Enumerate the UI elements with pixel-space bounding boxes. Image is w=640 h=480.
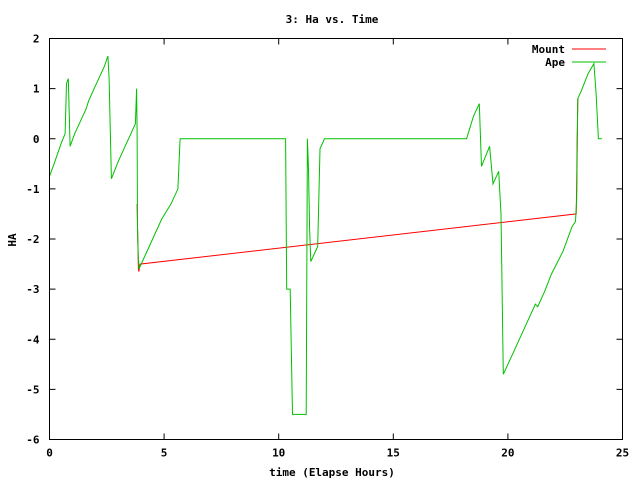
y-tick-label: 0 xyxy=(33,133,40,146)
y-tick-label: 1 xyxy=(33,83,40,96)
x-tick-label: 15 xyxy=(387,447,400,460)
x-tick-label: 20 xyxy=(501,447,514,460)
series-layer xyxy=(49,55,602,415)
x-tick-label: 0 xyxy=(46,447,53,460)
plot-frame xyxy=(49,38,623,440)
y-tick-label: -6 xyxy=(26,434,40,447)
x-tick-label: 10 xyxy=(272,447,285,460)
y-tick-label: -3 xyxy=(26,283,39,296)
legend-label: Ape xyxy=(545,56,565,69)
y-tick-label: -2 xyxy=(26,233,39,246)
x-tick-label: 5 xyxy=(161,447,168,460)
y-tick-label: 2 xyxy=(33,33,40,46)
chart-title: 3: Ha vs. Time xyxy=(286,13,379,26)
series-line-ape xyxy=(49,55,602,415)
y-tick-label: -1 xyxy=(26,183,40,196)
y-tick-label: -5 xyxy=(26,383,39,396)
series-line-mount xyxy=(136,98,579,272)
y-tick-label: -4 xyxy=(26,333,40,346)
axis-ticks: 0 5 10 15 20 25 -6 -5 -4 -3 -2 -1 0 1 2 xyxy=(26,33,629,460)
x-tick-label: 25 xyxy=(616,447,629,460)
x-axis-label: time (Elapse Hours) xyxy=(269,466,395,479)
y-axis-label: HA xyxy=(6,233,19,247)
legend-label: Mount xyxy=(532,43,565,56)
